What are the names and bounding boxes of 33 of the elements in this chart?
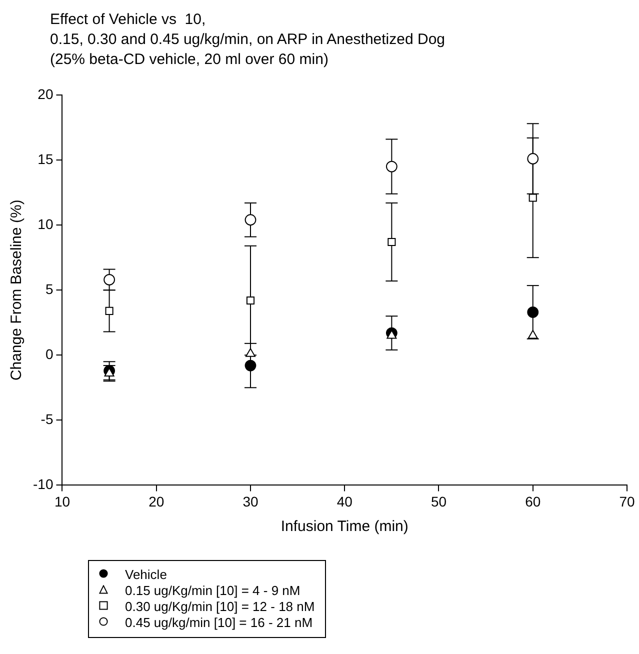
x-tick-label: 50 <box>430 493 447 510</box>
chart-title: Effect of Vehicle vs 10, 0.15, 0.30 and 0.45 ug/kg/min, on ARP in Anesthetized Dog (25% beta-CD vehicle, 20 ml over 60 min) <box>50 10 446 70</box>
y-tick-label: -10 <box>33 476 54 492</box>
y-axis-title: Change From Baseline (%) <box>8 200 26 381</box>
y-tick-label: 5 <box>45 280 54 297</box>
y-tick-label: 20 <box>38 86 54 102</box>
x-tick-label: 70 <box>619 493 635 510</box>
point <box>245 348 256 357</box>
point <box>528 194 537 202</box>
x-tick-label: 60 <box>525 493 541 510</box>
legend-label: 0.45 ug/kg/min [10] = 16 - 21 nM <box>125 615 313 631</box>
point <box>388 238 396 246</box>
point <box>527 153 539 164</box>
y-tick-label: 10 <box>38 216 54 232</box>
x-tick-label: 40 <box>336 493 353 510</box>
point <box>527 306 539 318</box>
legend-label: 0.30 ug/Kg/min [10] = 12 - 18 nM <box>125 599 315 615</box>
point <box>386 160 398 172</box>
legend-label: Vehicle <box>125 567 167 583</box>
y-tick-label: -5 <box>40 411 54 428</box>
point <box>244 214 256 226</box>
x-axis-title: Infusion Time (min) <box>280 518 408 536</box>
point <box>105 306 114 315</box>
point <box>528 330 538 339</box>
x-tick-label: 20 <box>148 493 164 510</box>
point <box>244 360 256 372</box>
point <box>104 274 115 286</box>
y-tick-label: 15 <box>38 150 54 167</box>
legend-label: 0.15 ug/Kg/min [10] = 4 - 9 nM <box>125 583 300 599</box>
x-tick-label: 30 <box>242 493 258 510</box>
y-tick-label: 0 <box>45 346 54 362</box>
point <box>246 296 255 305</box>
point <box>104 368 114 376</box>
